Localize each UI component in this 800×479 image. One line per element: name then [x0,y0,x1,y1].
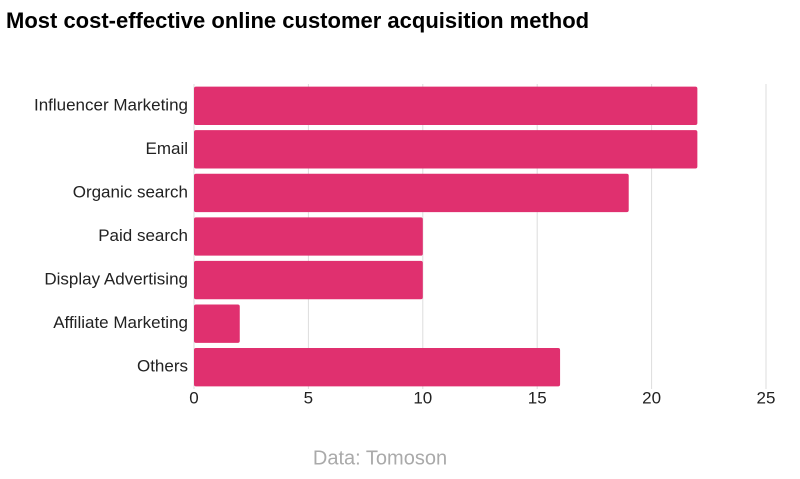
bar [194,173,629,213]
x-tick-label: 25 [757,388,776,407]
source-note: Data: Tomoson [313,447,447,469]
bar [194,86,698,125]
x-tick-label: 0 [189,388,198,407]
y-tick-label: Influencer Marketing [34,95,188,114]
y-tick-label: Others [137,357,188,376]
x-tick-label: 20 [642,388,661,407]
y-tick-label: Affiliate Marketing [53,313,188,332]
bar [194,304,240,343]
y-tick-label: Email [145,139,188,158]
chart-title: Most cost-effective online customer acqu… [6,8,589,33]
bar [194,348,561,387]
bar [194,260,423,300]
x-tick-label: 15 [528,388,547,407]
y-tick-label: Organic search [73,182,188,201]
x-tick-label: 5 [304,388,313,407]
bar [194,130,698,169]
y-tick-label: Display Advertising [44,270,188,289]
y-tick-label: Paid search [98,226,188,245]
x-tick-label: 10 [413,388,432,407]
bar [194,217,423,256]
